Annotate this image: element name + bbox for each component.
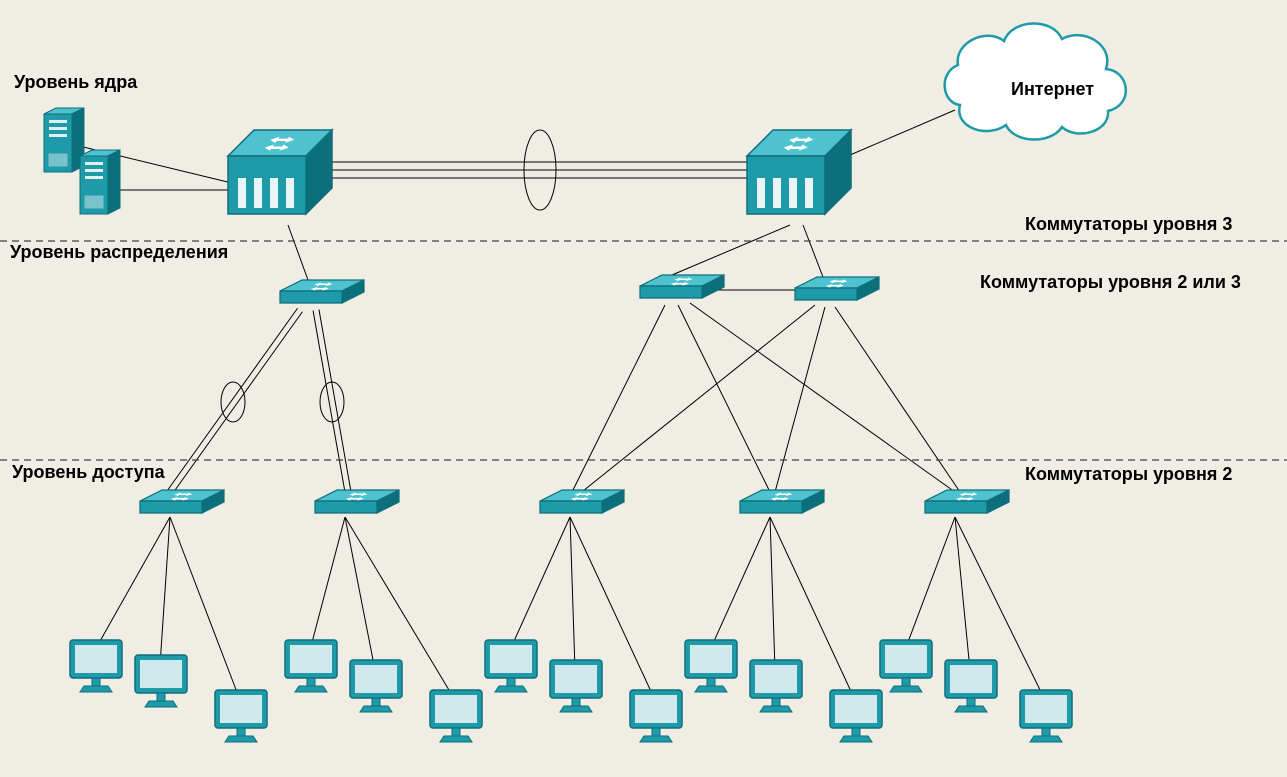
link — [850, 110, 955, 155]
link — [288, 225, 308, 280]
computer-4 — [285, 640, 337, 692]
link — [95, 517, 170, 650]
link — [770, 517, 775, 670]
network-topology-diagram: Уровень ядра Интернет Коммутаторы уровня 3… — [0, 0, 1287, 777]
computer-5 — [350, 660, 402, 712]
computer-7 — [485, 640, 537, 692]
dist-sw-2 — [640, 275, 724, 298]
link — [332, 162, 752, 178]
computer-8 — [550, 660, 602, 712]
computer-11 — [750, 660, 802, 712]
access-label: Уровень доступа — [12, 462, 166, 482]
nodes-layer — [44, 23, 1126, 742]
link — [572, 305, 665, 492]
link — [690, 303, 955, 492]
link — [345, 517, 375, 670]
link — [955, 517, 970, 670]
computer-9 — [630, 690, 682, 742]
link — [672, 225, 790, 275]
l2or3-label: Коммутаторы уровня 2 или 3 — [980, 272, 1241, 292]
server-1 — [44, 108, 84, 172]
link — [510, 517, 570, 650]
dist-bundle-ellipse-1 — [221, 382, 245, 422]
link — [835, 307, 960, 492]
acc-sw-5 — [925, 490, 1009, 513]
core-sw-1 — [228, 130, 332, 214]
computer-15 — [1020, 690, 1072, 742]
computer-6 — [430, 690, 482, 742]
link — [168, 308, 303, 493]
l2-label: Коммутаторы уровня 2 — [1025, 464, 1232, 484]
dist-sw-1 — [280, 280, 364, 303]
link — [803, 225, 823, 277]
computer-13 — [880, 640, 932, 692]
link — [160, 517, 170, 665]
acc-sw-3 — [540, 490, 624, 513]
core-sw-2 — [747, 130, 851, 214]
link — [313, 309, 351, 492]
computer-1 — [70, 640, 122, 692]
core-label: Уровень ядра — [14, 72, 138, 92]
link — [710, 517, 770, 650]
link — [310, 517, 345, 650]
link — [905, 517, 955, 650]
distribution-label: Уровень распределения — [10, 242, 228, 262]
computer-2 — [135, 655, 187, 707]
internet-label: Интернет — [1011, 79, 1094, 99]
link — [570, 517, 575, 670]
acc-sw-4 — [740, 490, 824, 513]
computer-10 — [685, 640, 737, 692]
acc-sw-2 — [315, 490, 399, 513]
computer-12 — [830, 690, 882, 742]
computer-14 — [945, 660, 997, 712]
server-2 — [80, 150, 120, 214]
l3-label: Коммутаторы уровня 3 — [1025, 214, 1232, 234]
computer-3 — [215, 690, 267, 742]
dist-sw-3 — [795, 277, 879, 300]
link — [678, 305, 770, 492]
acc-sw-1 — [140, 490, 224, 513]
links-layer — [75, 110, 1045, 700]
link — [775, 307, 825, 492]
link — [578, 305, 815, 495]
